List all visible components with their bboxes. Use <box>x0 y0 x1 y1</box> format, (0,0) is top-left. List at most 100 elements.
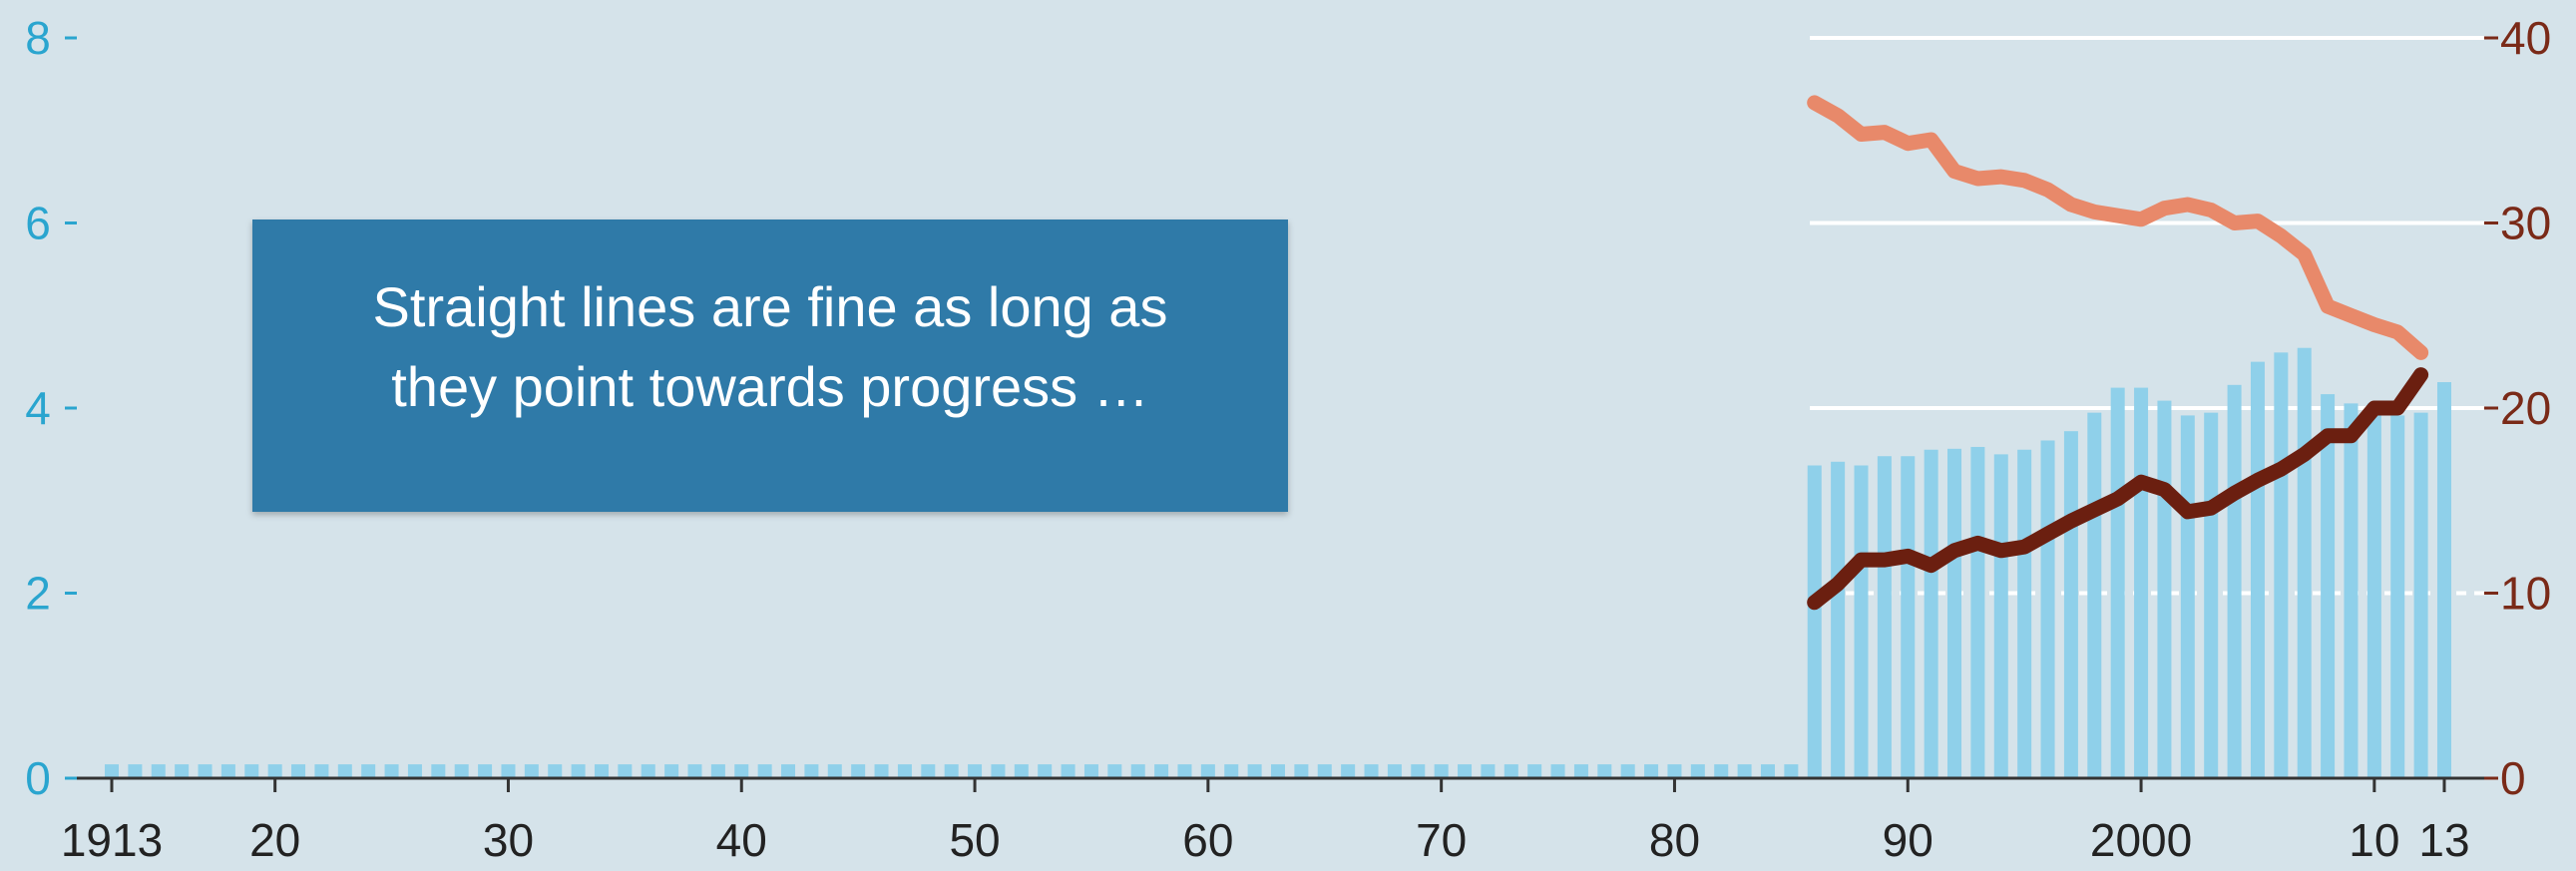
bar <box>501 764 516 778</box>
right-axis-tick-label: 20 <box>2500 382 2551 434</box>
bar <box>1154 764 1169 778</box>
bar <box>384 764 399 778</box>
bar <box>524 764 539 778</box>
bar <box>1573 764 1588 778</box>
bar <box>151 764 166 778</box>
bar <box>781 764 796 778</box>
bar <box>1831 461 1846 778</box>
x-axis-tick-label: 10 <box>2349 814 2399 866</box>
left-axis-tick-label: 4 <box>25 382 51 434</box>
bar <box>687 764 702 778</box>
x-axis-tick-label: 60 <box>1182 814 1233 866</box>
bar <box>1411 764 1426 778</box>
bar <box>641 764 655 778</box>
bar <box>478 764 493 778</box>
bar <box>1503 764 1518 778</box>
bar <box>2180 415 2195 778</box>
x-axis-tick-label: 30 <box>483 814 534 866</box>
bar <box>1200 764 1215 778</box>
bar <box>1177 764 1192 778</box>
x-axis-tick-label: 20 <box>249 814 300 866</box>
bar <box>944 764 959 778</box>
left-axis-tick-label: 6 <box>25 198 51 249</box>
bar <box>105 764 119 778</box>
x-axis-tick-label: 13 <box>2418 814 2469 866</box>
bar <box>1341 764 1356 778</box>
bar <box>1901 456 1916 778</box>
right-axis-tick-label: 0 <box>2500 752 2526 804</box>
bar <box>2413 412 2428 778</box>
bar <box>2157 400 2172 778</box>
bar <box>618 764 633 778</box>
bar <box>1760 764 1775 778</box>
bar <box>431 764 446 778</box>
bar <box>1527 764 1542 778</box>
left-axis-tick-label: 0 <box>25 752 51 804</box>
bar <box>1807 465 1822 778</box>
bar <box>454 764 469 778</box>
bar <box>128 764 143 778</box>
right-axis-tick-label: 30 <box>2500 198 2551 249</box>
bar <box>175 764 190 778</box>
bar <box>1690 764 1705 778</box>
bar <box>1224 764 1239 778</box>
bar <box>2134 387 2149 778</box>
bar <box>921 764 936 778</box>
bar <box>2087 412 2102 778</box>
bar <box>1620 764 1635 778</box>
bar <box>1458 764 1473 778</box>
bar <box>757 764 772 778</box>
bar <box>2437 382 2451 778</box>
x-axis-tick-label: 70 <box>1416 814 1467 866</box>
bar <box>267 764 282 778</box>
bar <box>1924 449 1938 778</box>
bar <box>991 764 1006 778</box>
bar <box>2063 431 2078 778</box>
bar <box>1107 764 1122 778</box>
bar <box>1434 764 1449 778</box>
bar <box>1294 764 1309 778</box>
right-axis-tick-label: 10 <box>2500 568 2551 620</box>
left-axis-tick-label: 2 <box>25 568 51 620</box>
x-axis-tick-label: 2000 <box>2090 814 2192 866</box>
series-line-light <box>1807 95 2429 360</box>
series-lines <box>1807 95 2429 611</box>
bar <box>1947 448 1962 778</box>
x-axis-tick-label: 40 <box>716 814 767 866</box>
bar <box>1597 764 1612 778</box>
bar <box>734 764 749 778</box>
bar <box>337 764 352 778</box>
bar <box>1083 764 1098 778</box>
annotation-text: Straight lines are fine as long as they … <box>372 274 1168 418</box>
bar <box>594 764 609 778</box>
bar <box>827 764 842 778</box>
bar <box>1877 456 1892 778</box>
bar <box>1784 764 1799 778</box>
bar <box>804 764 819 778</box>
x-axis-tick-label: 1913 <box>61 814 163 866</box>
bar <box>1970 446 1985 778</box>
bar <box>2274 352 2289 778</box>
x-axis-tick-label: 80 <box>1649 814 1700 866</box>
bar <box>407 764 422 778</box>
series-line-dark <box>1807 367 2429 611</box>
bar <box>244 764 259 778</box>
bar <box>2040 440 2055 778</box>
bar <box>1481 764 1496 778</box>
bar <box>314 764 329 778</box>
bar <box>1387 764 1402 778</box>
bar <box>2321 394 2336 778</box>
bar <box>1737 764 1752 778</box>
bar <box>2110 387 2125 778</box>
bar <box>2390 415 2405 778</box>
bar <box>220 764 235 778</box>
x-axis-tick-label: 50 <box>949 814 1000 866</box>
bar <box>1550 764 1565 778</box>
bar <box>897 764 912 778</box>
bar <box>1644 764 1659 778</box>
bar <box>361 764 376 778</box>
bar <box>2227 384 2242 778</box>
